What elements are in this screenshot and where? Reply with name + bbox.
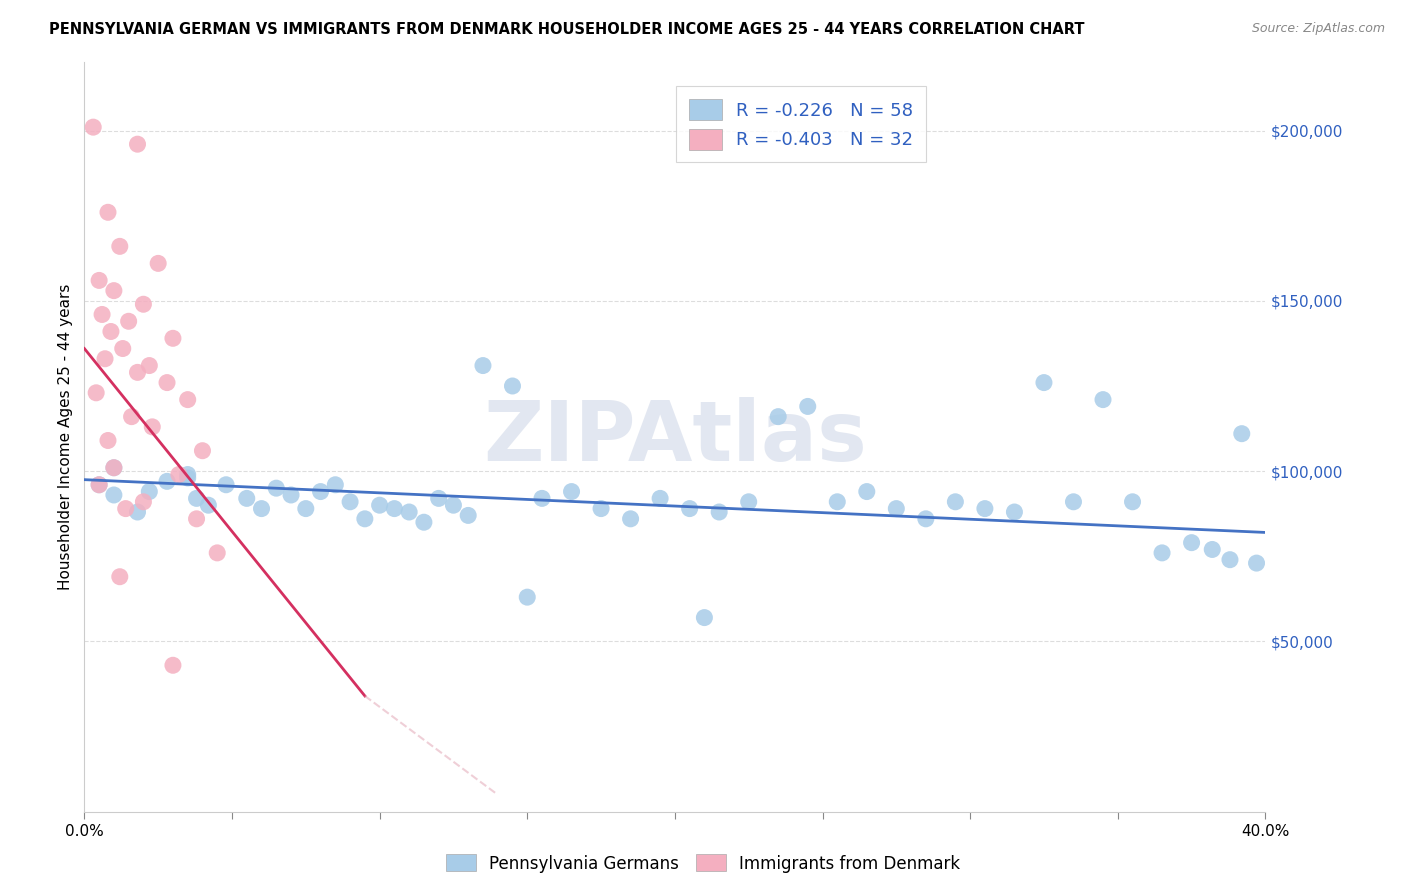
Point [738,495,761,509]
Point [457,508,479,523]
Point [177,471,200,485]
Point [709,505,731,519]
Point [384,501,406,516]
Point [111,342,134,356]
Point [1181,535,1204,549]
Point [186,512,208,526]
Point [427,491,450,506]
Point [138,484,160,499]
Point [693,610,716,624]
Point [207,546,229,560]
Point [280,488,302,502]
Point [97,434,120,448]
Point [108,570,131,584]
Point [162,331,184,345]
Point [127,365,149,379]
Point [1004,505,1026,519]
Point [1033,376,1056,390]
Point [127,137,149,152]
Point [186,491,208,506]
Point [886,501,908,516]
Legend: Pennsylvania Germans, Immigrants from Denmark: Pennsylvania Germans, Immigrants from De… [439,847,967,880]
Point [472,359,495,373]
Point [620,512,643,526]
Point [266,481,288,495]
Point [502,379,524,393]
Point [561,484,583,499]
Point [103,284,125,298]
Point [531,491,554,506]
Point [138,359,160,373]
Point [591,501,613,516]
Point [295,501,318,516]
Point [797,400,820,414]
Point [398,505,420,519]
Point [162,658,184,673]
Point [1152,546,1174,560]
Point [325,477,347,491]
Point [215,477,238,491]
Point [100,325,122,339]
Y-axis label: Householder Income Ages 25 - 44 years: Householder Income Ages 25 - 44 years [58,284,73,591]
Point [108,239,131,253]
Point [1201,542,1223,557]
Point [516,590,538,604]
Point [156,376,179,390]
Point [856,484,879,499]
Point [82,120,104,135]
Point [827,495,849,509]
Point [945,495,967,509]
Point [103,460,125,475]
Point [197,498,219,512]
Point [87,477,111,491]
Point [103,488,125,502]
Point [141,420,163,434]
Point [1122,495,1144,509]
Point [650,491,672,506]
Text: Source: ZipAtlas.com: Source: ZipAtlas.com [1251,22,1385,36]
Point [339,495,361,509]
Point [167,467,190,482]
Point [87,477,111,491]
Point [1219,552,1241,566]
Point [250,501,273,516]
Point [84,385,107,400]
Point [1230,426,1253,441]
Legend: R = -0.226   N = 58, R = -0.403   N = 32: R = -0.226 N = 58, R = -0.403 N = 32 [676,87,925,162]
Point [413,515,436,529]
Point [177,467,200,482]
Point [121,409,143,424]
Point [118,314,141,328]
Point [103,460,125,475]
Point [191,443,214,458]
Point [177,392,200,407]
Point [443,498,465,512]
Point [368,498,391,512]
Point [127,505,149,519]
Point [915,512,938,526]
Point [1246,556,1268,570]
Point [768,409,790,424]
Point [87,273,111,287]
Point [132,495,155,509]
Point [114,501,136,516]
Point [132,297,155,311]
Point [974,501,997,516]
Point [236,491,259,506]
Point [354,512,377,526]
Point [309,484,332,499]
Point [91,308,114,322]
Point [156,475,179,489]
Text: PENNSYLVANIA GERMAN VS IMMIGRANTS FROM DENMARK HOUSEHOLDER INCOME AGES 25 - 44 Y: PENNSYLVANIA GERMAN VS IMMIGRANTS FROM D… [49,22,1084,37]
Text: ZIPAtlas: ZIPAtlas [482,397,868,477]
Point [148,256,170,270]
Point [94,351,117,366]
Point [1063,495,1085,509]
Point [679,501,702,516]
Point [1092,392,1115,407]
Point [97,205,120,219]
